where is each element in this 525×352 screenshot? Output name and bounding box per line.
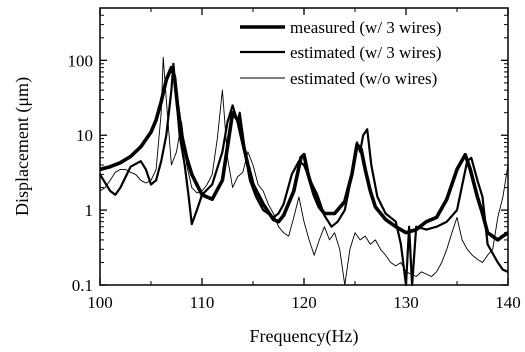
y-tick-label: 1 [85,201,94,220]
x-tick-label: 130 [393,293,419,312]
legend-label-1: measured (w/ 3 wires) [290,18,442,37]
legend-label-3: estimated (w/o wires) [290,69,437,88]
x-tick-label: 110 [190,293,215,312]
x-tick-label: 140 [495,293,521,312]
series-line-1 [99,65,509,242]
series-layer [99,56,509,287]
series-line-3 [99,56,509,286]
y-tick-label: 10 [76,126,93,145]
x-axis-title: Frequency(Hz) [250,326,359,347]
series-line-2 [99,62,509,287]
y-tick-label: 0.1 [72,276,93,295]
y-axis-title: Displacement (μm) [12,77,33,216]
legend: measured (w/ 3 wires) estimated (w/ 3 wir… [240,18,442,88]
x-tick-label: 100 [87,293,113,312]
legend-label-2: estimated (w/ 3 wires) [290,43,442,62]
x-tick-label: 120 [291,293,317,312]
y-tick-label: 100 [68,51,94,70]
